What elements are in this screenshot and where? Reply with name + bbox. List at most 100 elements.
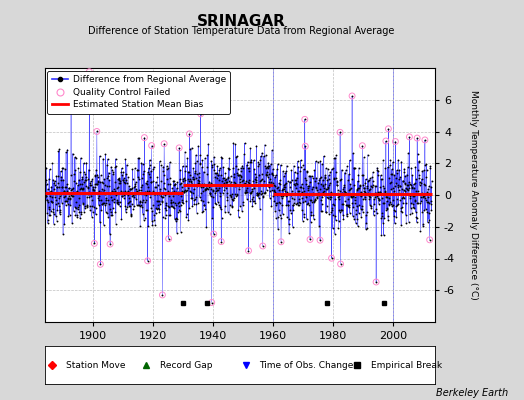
- Point: [340, 188, 348, 194]
- Point: [144, 223, 152, 229]
- Point: [351, 200, 359, 207]
- Point: [66, 202, 74, 208]
- Point: [96, 219, 104, 226]
- Point: [116, 178, 124, 184]
- Point: [294, 201, 303, 208]
- Point: [308, 186, 316, 192]
- Point: [401, 188, 410, 194]
- Point: [377, 214, 385, 221]
- Point: [270, 182, 279, 189]
- Point: [315, 223, 323, 229]
- Point: [248, 186, 256, 192]
- Point: [220, 180, 228, 186]
- Point: [248, 203, 256, 209]
- Point: [129, 205, 138, 212]
- Point: [341, 189, 350, 196]
- Point: [89, 209, 97, 216]
- Point: [74, 194, 83, 201]
- Point: [425, 237, 434, 243]
- Point: [241, 180, 249, 186]
- Point: [250, 166, 258, 172]
- Point: [326, 189, 335, 196]
- Point: [225, 165, 234, 172]
- Point: [337, 201, 346, 207]
- Point: [156, 200, 165, 207]
- Point: [392, 167, 401, 174]
- Point: [232, 182, 241, 188]
- Point: [368, 192, 377, 198]
- Point: [225, 155, 233, 162]
- Point: [253, 191, 261, 198]
- Point: [60, 193, 69, 199]
- Point: [280, 184, 289, 190]
- Point: [403, 191, 411, 197]
- Point: [239, 202, 247, 208]
- Point: [219, 190, 227, 196]
- Point: [324, 176, 333, 182]
- Point: [291, 180, 300, 186]
- Point: [200, 202, 209, 208]
- Point: [204, 199, 212, 206]
- Point: [268, 172, 277, 178]
- Point: [257, 177, 266, 183]
- Point: [236, 172, 245, 178]
- Point: [336, 207, 345, 213]
- Point: [122, 205, 130, 212]
- Point: [277, 162, 285, 168]
- Point: [384, 126, 392, 132]
- Point: [85, 166, 93, 173]
- Point: [337, 176, 345, 182]
- Point: [206, 182, 214, 188]
- Point: [261, 189, 269, 196]
- Point: [144, 258, 152, 264]
- Point: [62, 149, 70, 155]
- Point: [416, 227, 424, 234]
- Point: [199, 188, 207, 195]
- Point: [205, 182, 213, 188]
- Point: [388, 190, 396, 197]
- Point: [312, 187, 321, 194]
- Point: [55, 184, 63, 190]
- Point: [214, 172, 222, 178]
- Point: [372, 279, 380, 285]
- Point: [252, 142, 260, 149]
- Point: [108, 166, 116, 173]
- Point: [254, 190, 263, 197]
- Point: [118, 176, 127, 183]
- Point: [260, 141, 269, 148]
- Point: [182, 198, 191, 204]
- Point: [247, 158, 255, 165]
- Point: [339, 212, 347, 218]
- Point: [130, 181, 139, 188]
- Point: [161, 186, 170, 192]
- Point: [383, 205, 391, 212]
- Point: [119, 194, 128, 201]
- Point: [383, 206, 391, 212]
- Point: [90, 188, 99, 195]
- Point: [261, 165, 270, 171]
- Point: [361, 180, 369, 186]
- Point: [284, 201, 292, 208]
- Point: [59, 188, 68, 194]
- Point: [197, 184, 205, 190]
- Point: [294, 188, 303, 194]
- Point: [180, 175, 188, 182]
- Point: [293, 188, 302, 194]
- Point: [92, 166, 100, 173]
- Point: [128, 184, 136, 191]
- Point: [265, 184, 273, 190]
- Point: [274, 226, 282, 232]
- Point: [308, 184, 316, 190]
- Point: [414, 159, 423, 166]
- Point: [166, 180, 174, 187]
- Point: [227, 178, 235, 185]
- Point: [81, 174, 90, 180]
- Point: [323, 184, 332, 191]
- Point: [311, 196, 320, 202]
- Point: [201, 187, 209, 193]
- Point: [411, 209, 420, 215]
- Point: [89, 186, 97, 192]
- Point: [364, 191, 372, 198]
- Point: [321, 172, 329, 178]
- Point: [95, 193, 103, 200]
